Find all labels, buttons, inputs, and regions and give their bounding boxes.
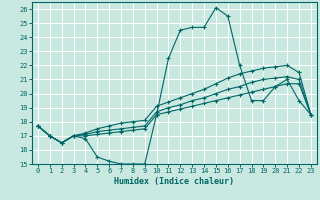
X-axis label: Humidex (Indice chaleur): Humidex (Indice chaleur): [115, 177, 234, 186]
